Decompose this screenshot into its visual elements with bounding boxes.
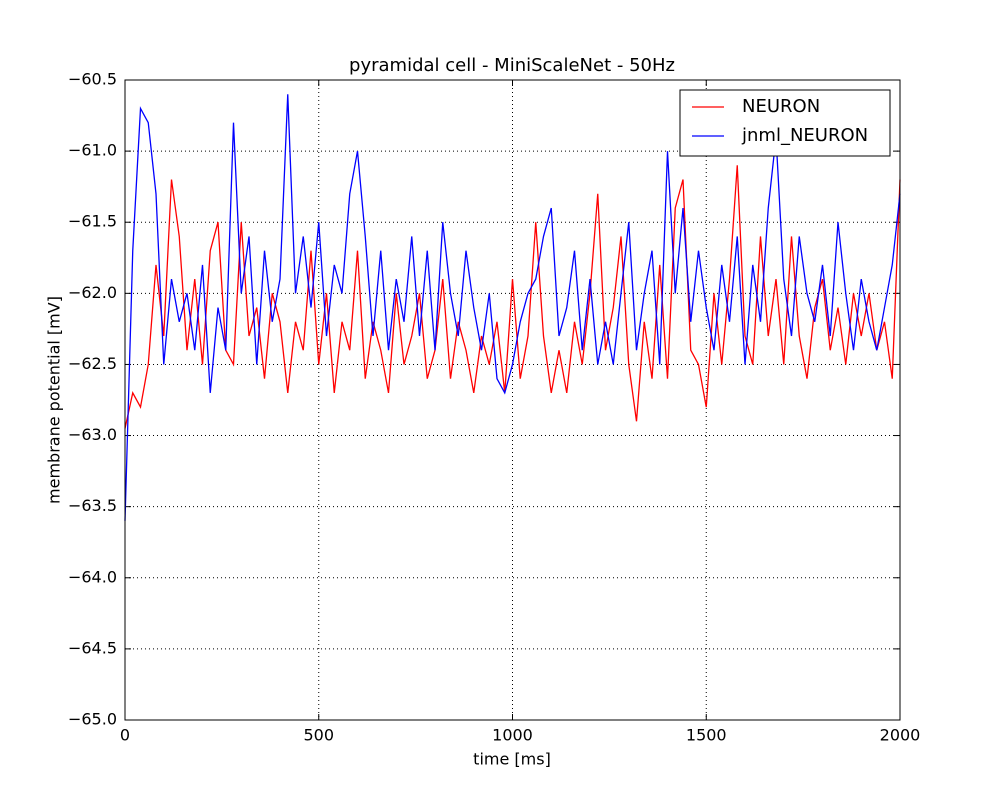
y-axis-label: membrane potential [mV]: [45, 296, 64, 504]
legend: NEURON jnml_NEURON: [679, 89, 891, 157]
x-tick-label: 1500: [686, 726, 727, 745]
y-tick-label: −61.0: [68, 141, 117, 160]
x-axis-label: time [ms]: [473, 750, 551, 769]
y-tick-label: −64.5: [68, 638, 117, 657]
x-tick-label: 500: [303, 726, 334, 745]
x-tick-label: 2000: [880, 726, 921, 745]
y-tick-label: −62.5: [68, 354, 117, 373]
y-tick-label: −64.0: [68, 567, 117, 586]
x-tick-label: 1000: [492, 726, 533, 745]
legend-label: jnml_NEURON: [741, 125, 868, 146]
plot-frame: [124, 79, 901, 721]
y-tick-label: −60.5: [68, 70, 117, 89]
legend-box: [679, 89, 891, 157]
y-tick-label: −63.5: [68, 496, 117, 515]
series-line: [124, 94, 901, 521]
legend-label: NEURON: [742, 96, 820, 117]
y-tick-label: −61.5: [68, 212, 117, 231]
y-tick-label: −62.0: [68, 283, 117, 302]
chart-title: pyramidal cell - MiniScaleNet - 50Hz: [349, 55, 675, 76]
y-tick-label: −65.0: [68, 710, 117, 729]
y-tick-label: −63.0: [68, 425, 117, 444]
x-tick-label: 0: [120, 726, 130, 745]
